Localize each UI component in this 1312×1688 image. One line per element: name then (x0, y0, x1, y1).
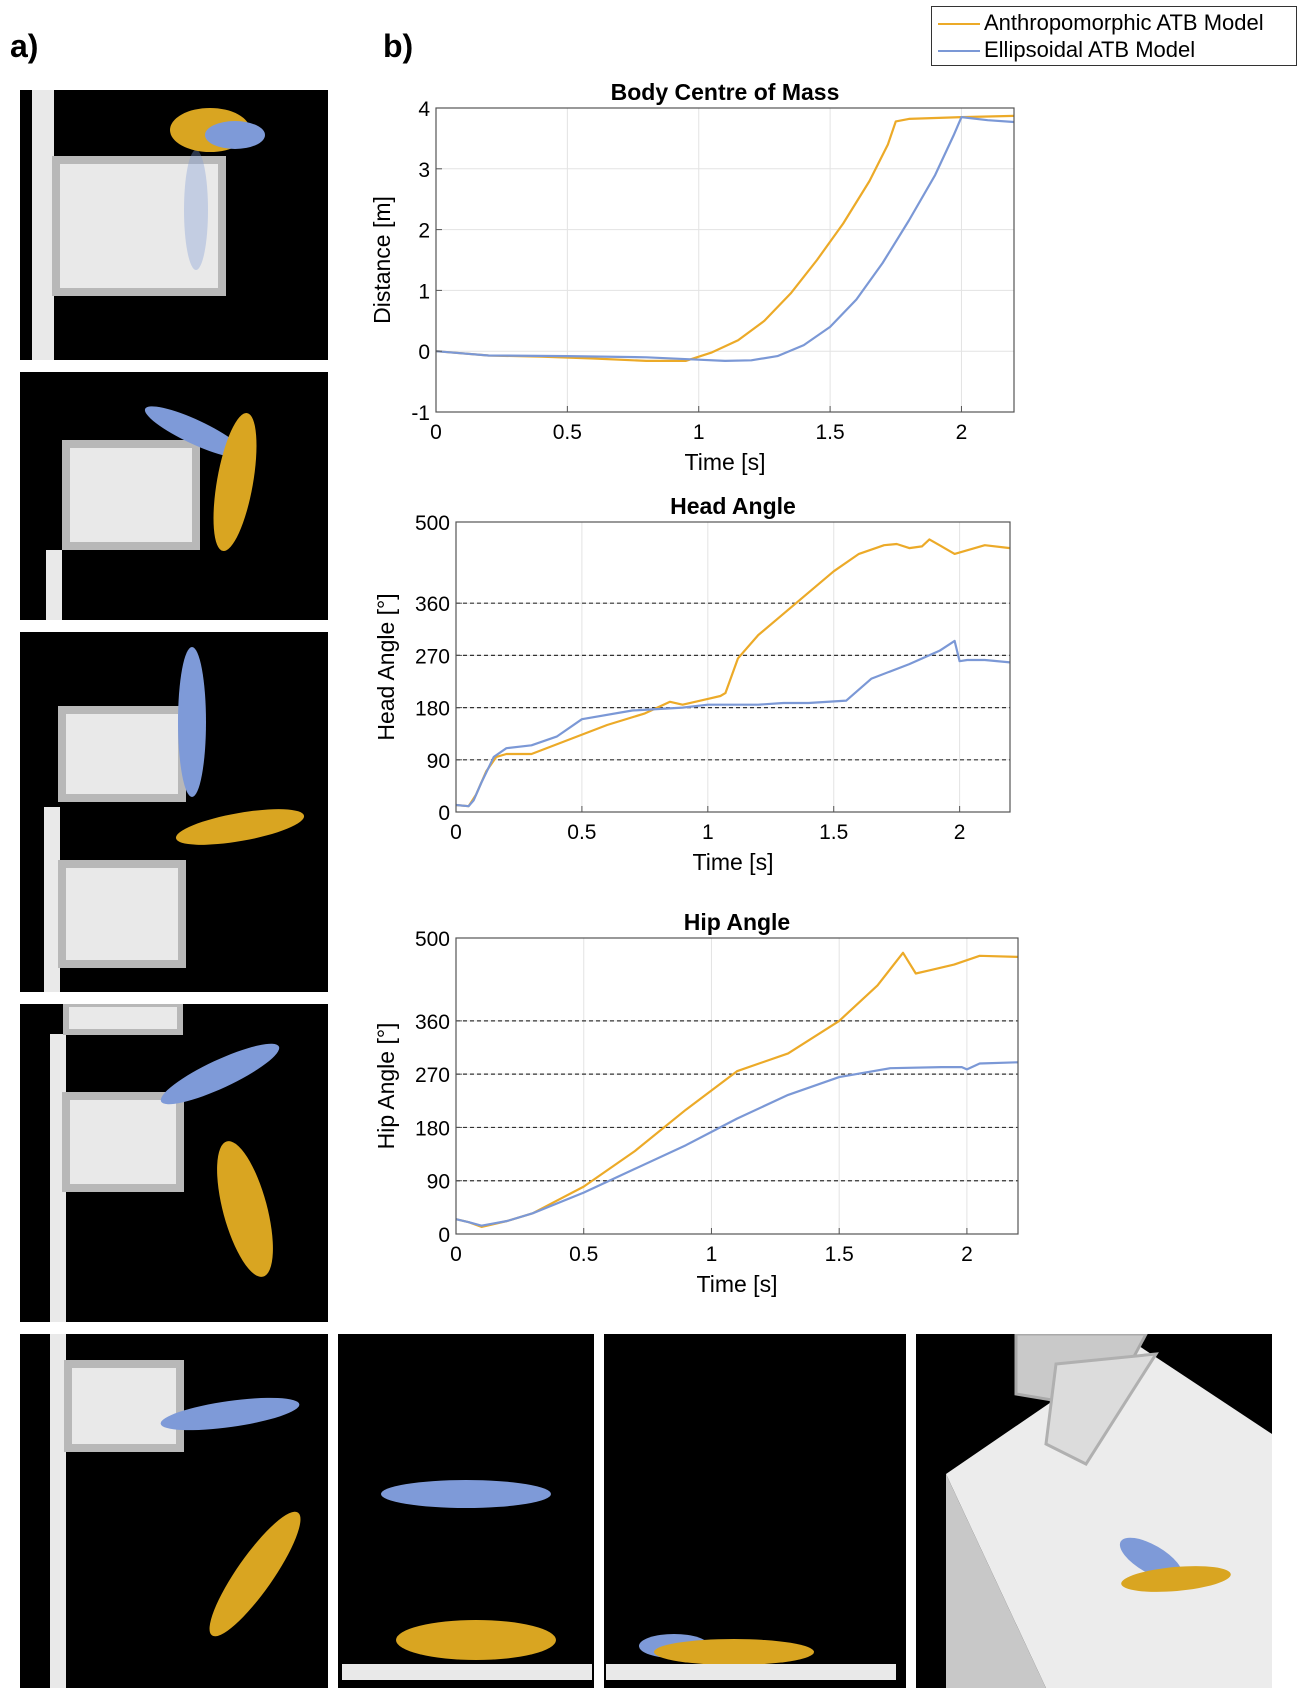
legend-item-ellipsoidal: Ellipsoidal ATB Model (932, 37, 1296, 63)
legend-swatch-ellipsoidal (938, 50, 980, 52)
frame-2-scene (46, 406, 257, 620)
plot-area (456, 522, 1010, 812)
gold-body (396, 1620, 556, 1660)
y-tick-label: 500 (415, 512, 450, 535)
frame-6-scene (342, 1480, 592, 1680)
simulation-frame-5 (20, 1334, 328, 1688)
series-line-ellipsoidal (435, 115, 1015, 362)
gold-body (213, 412, 257, 552)
legend-item-anthropomorphic: Anthropomorphic ATB Model (932, 10, 1296, 36)
y-tick-label: 3 (418, 159, 430, 182)
x-tick-label: 1 (706, 1243, 718, 1266)
chart-title: Body Centre of Mass (611, 79, 840, 105)
panel-label-b: b) (383, 28, 414, 64)
y-tick-label: 1 (418, 280, 430, 303)
simulation-frame-4 (20, 1004, 328, 1322)
x-tick-label: 0.5 (567, 821, 596, 844)
simulation-frame-8 (916, 1334, 1272, 1688)
axes-box (435, 107, 1015, 413)
floor (342, 1664, 592, 1680)
panel-label-a: a) (10, 28, 39, 64)
frame-8-scene (946, 1334, 1272, 1688)
chart-legend: Anthropomorphic ATB Model Ellipsoidal AT… (931, 6, 1297, 66)
y-tick-label: 2 (418, 220, 430, 243)
simulation-frame-1 (20, 90, 328, 360)
frame-7-scene (606, 1634, 896, 1680)
chart-head-angle: 0 0.5 1 1.5 2 0 90 180 270 360 500 Head Angle Time [… (373, 493, 1011, 875)
floor (606, 1664, 896, 1680)
blue-body (160, 1043, 280, 1105)
x-tick-label: 0.5 (569, 1243, 598, 1266)
y-tick-label: 360 (415, 593, 450, 616)
blue-body (178, 647, 206, 797)
y-tick-label: 180 (415, 698, 450, 721)
y-tick-label: -1 (411, 402, 430, 425)
x-tick-label: 0 (430, 421, 442, 444)
series-line-ellipsoidal (455, 639, 1011, 808)
chart-title: Hip Angle (684, 909, 790, 935)
x-tick-label: 2 (956, 421, 968, 444)
gold-body (654, 1639, 814, 1665)
x-tick-label: 1 (693, 421, 705, 444)
axes-box (455, 521, 1011, 813)
frame-5-scene (50, 1334, 301, 1688)
y-tick-label: 500 (415, 928, 450, 951)
series-line-anthropomorphic (455, 538, 1011, 808)
x-tick-label: 0 (450, 1243, 462, 1266)
gold-body (217, 1141, 273, 1277)
y-tick-label: 0 (438, 1224, 450, 1247)
legend-label: Anthropomorphic ATB Model (984, 10, 1264, 35)
simulation-frame-6 (338, 1334, 594, 1688)
blue-body (205, 121, 265, 149)
blue-body (160, 1397, 300, 1431)
x-axis-label: Time [s] (693, 849, 774, 875)
y-axis-label: Distance [m] (369, 196, 395, 324)
gold-body (209, 1511, 301, 1637)
chart-title: Head Angle (670, 493, 796, 519)
y-tick-label: 270 (415, 645, 450, 668)
x-tick-label: 2 (961, 1243, 973, 1266)
legend-swatch-anthropomorphic (938, 23, 980, 25)
y-axis-label: Head Angle [°] (373, 593, 399, 740)
x-tick-label: 1.5 (815, 421, 844, 444)
x-tick-label: 1 (702, 821, 714, 844)
x-tick-label: 1.5 (825, 1243, 854, 1266)
legend-label: Ellipsoidal ATB Model (984, 37, 1196, 62)
y-tick-label: 0 (418, 341, 430, 364)
gold-body (175, 809, 305, 845)
x-axis-label: Time [s] (685, 449, 766, 475)
series-line-anthropomorphic (435, 114, 1015, 362)
x-tick-label: 2 (954, 821, 966, 844)
y-tick-label: 90 (427, 750, 450, 773)
x-tick-label: 0 (450, 821, 462, 844)
blue-body-ghost (184, 150, 208, 270)
y-tick-label: 270 (415, 1064, 450, 1087)
simulation-frame-7 (604, 1334, 906, 1688)
gold-body (1121, 1566, 1231, 1592)
blue-body (381, 1480, 551, 1508)
y-tick-label: 180 (415, 1117, 450, 1140)
y-tick-label: 360 (415, 1011, 450, 1034)
simulation-frame-3 (20, 632, 328, 992)
blue-body (144, 406, 246, 458)
axes-box (455, 937, 1019, 1235)
y-tick-label: 0 (438, 802, 450, 825)
plot-area (456, 938, 1018, 1234)
chart-hip-angle: 0 0.5 1 1.5 2 0 90 180 270 360 500 Hip Angle Time [s… (373, 909, 1019, 1297)
x-axis-label: Time [s] (697, 1271, 778, 1297)
simulation-frame-2 (20, 372, 328, 620)
frame-4-scene (50, 1004, 280, 1322)
series-line-ellipsoidal (455, 1061, 1019, 1227)
frame-3-scene (44, 647, 305, 992)
y-axis-label: Hip Angle [°] (373, 1023, 399, 1150)
frame-1-scene (32, 90, 265, 360)
x-tick-label: 0.5 (553, 421, 582, 444)
y-tick-label: 4 (418, 98, 430, 121)
y-tick-label: 90 (427, 1171, 450, 1194)
x-tick-label: 1.5 (819, 821, 848, 844)
plot-area (436, 108, 1014, 412)
